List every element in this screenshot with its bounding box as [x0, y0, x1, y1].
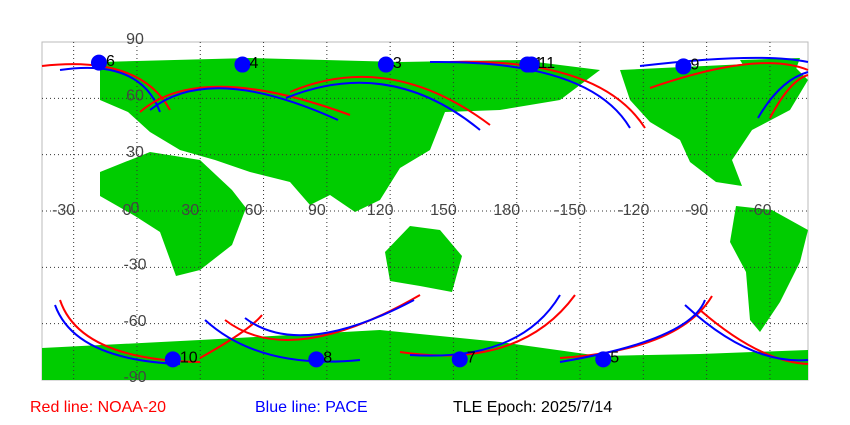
satellite-marker: [234, 56, 251, 73]
lat-label: -90: [123, 369, 146, 386]
marker-label: 9: [690, 57, 699, 74]
marker-label: 8: [323, 350, 332, 367]
marker-label: 10: [180, 350, 198, 367]
satellite-marker: [164, 351, 181, 368]
lat-label: 90: [126, 31, 144, 48]
markers: 643111910875: [90, 53, 699, 368]
satellite-marker: [675, 58, 692, 75]
lon-label: -90: [685, 202, 708, 219]
lon-label: -30: [52, 202, 75, 219]
legend-red: Red line: NOAA-20: [30, 399, 166, 416]
marker-label: 11: [539, 55, 556, 72]
marker-label: 7: [467, 350, 476, 367]
lat-label: 0: [131, 200, 140, 217]
satellite-marker: [451, 351, 468, 368]
lon-label: -60: [748, 202, 771, 219]
lon-label: 150: [430, 202, 457, 219]
lon-label: 60: [245, 202, 263, 219]
tracks: [41, 56, 809, 365]
lat-label: 60: [126, 88, 144, 105]
marker-label: 6: [106, 53, 115, 70]
lon-label: 90: [308, 202, 326, 219]
lon-label: -120: [617, 202, 649, 219]
lon-label: 120: [367, 202, 394, 219]
lat-label: 30: [126, 144, 144, 161]
marker-label: 3: [393, 55, 402, 72]
satellite-marker: [595, 351, 612, 368]
marker-label: 4: [249, 55, 258, 72]
satellite-marker: [90, 54, 107, 71]
satellite-marker: [523, 56, 540, 73]
lat-label: -30: [123, 257, 146, 274]
satellite-marker: [308, 351, 325, 368]
marker-label: 5: [610, 350, 619, 367]
legend-blue: Blue line: PACE: [255, 399, 368, 416]
satellite-marker: [377, 56, 394, 73]
epoch: TLE Epoch: 2025/7/14: [453, 399, 612, 416]
lat-label: -60: [123, 313, 146, 330]
grid: -30 0 30 60 90 120 150 180 -150 -120 -90 -609060300…: [42, 31, 808, 386]
